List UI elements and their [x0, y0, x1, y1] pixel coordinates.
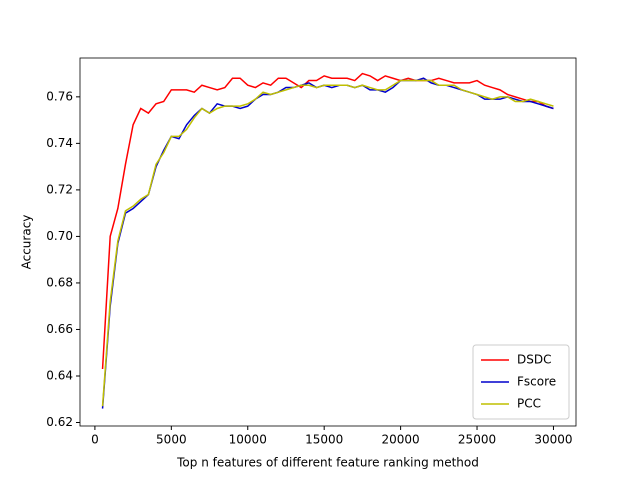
- x-tick-label: 0: [91, 433, 99, 447]
- y-tick-label: 0.74: [46, 136, 73, 150]
- x-tick-label: 25000: [458, 433, 496, 447]
- y-tick-label: 0.70: [46, 229, 73, 243]
- line: [101, 79, 554, 407]
- legend-box: [472, 344, 570, 420]
- x-tick-label: 15000: [305, 433, 343, 447]
- y-tick-label: 0.62: [46, 415, 73, 429]
- x-tick-label: 20000: [382, 433, 420, 447]
- y-tick-label: 0.68: [46, 275, 73, 289]
- legend-label: PCC: [517, 397, 541, 411]
- x-tick-label: 30000: [534, 433, 572, 447]
- y-tick-label: 0.76: [46, 89, 73, 103]
- x-tick-label: 10000: [229, 433, 267, 447]
- axes-frame: [79, 57, 577, 427]
- y-tick-label: 0.66: [46, 322, 73, 336]
- legend-label: Fscore: [517, 375, 556, 389]
- legend-label: DSDC: [517, 353, 551, 367]
- line: [101, 72, 554, 370]
- x-axis-label: Top n features of different feature rank…: [176, 456, 479, 470]
- x-tick-label: 5000: [156, 433, 187, 447]
- y-axis-label: Accuracy: [20, 215, 34, 270]
- y-tick-label: 0.64: [46, 368, 73, 382]
- y-tick-label: 0.72: [46, 182, 73, 196]
